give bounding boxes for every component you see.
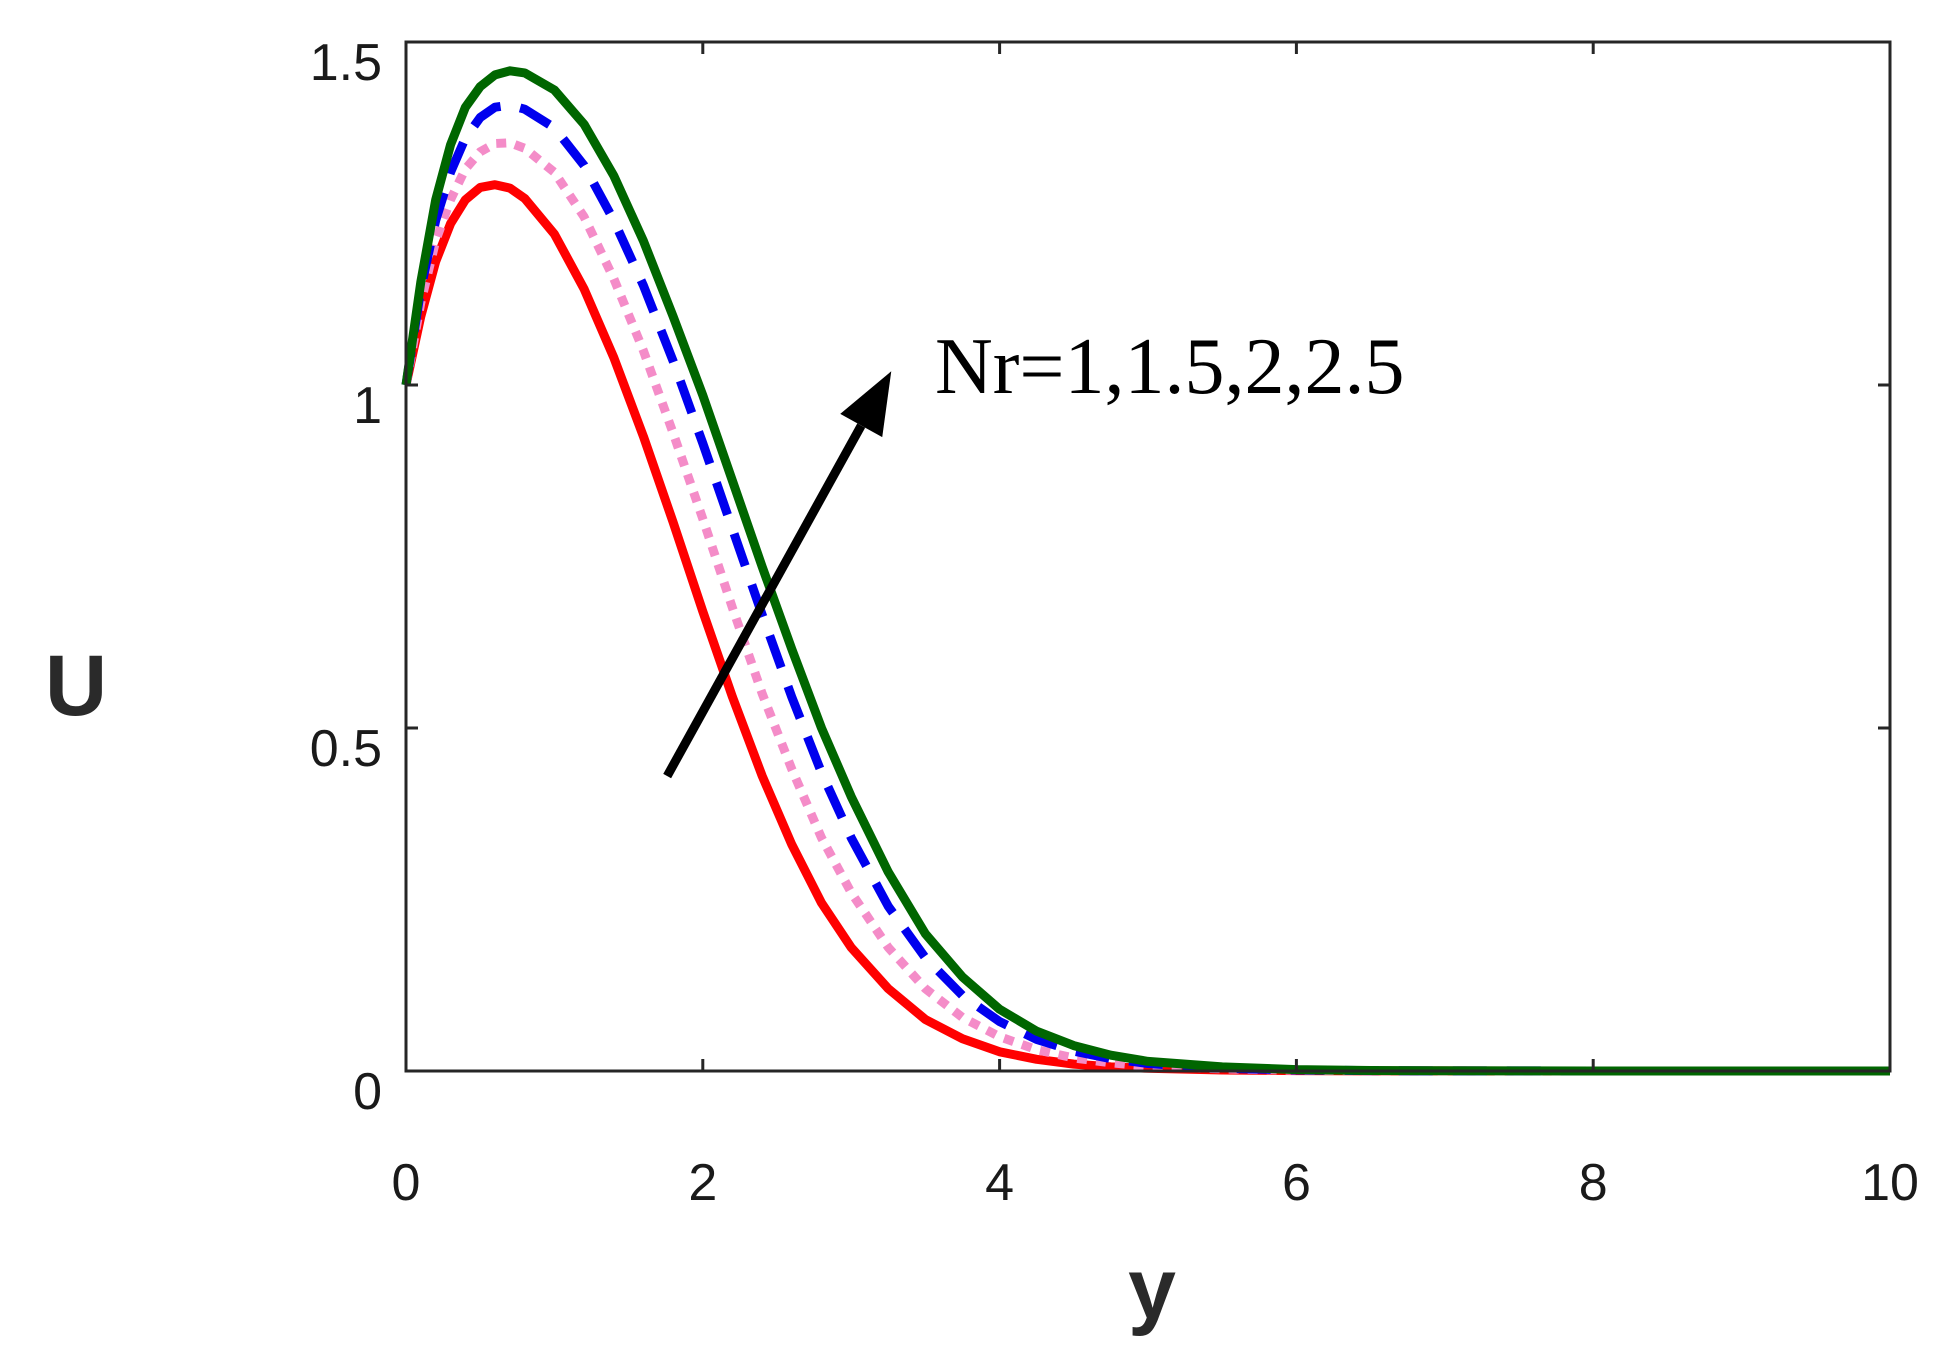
x-axis-label: y (1128, 1241, 1176, 1337)
series-line-2 (401, 138, 1890, 1076)
y-tick-label: 1.5 (310, 34, 382, 92)
y-tick-label: 0 (353, 1063, 382, 1121)
x-tick-label: 6 (1282, 1154, 1311, 1212)
y-tick-label: 1 (353, 377, 382, 435)
x-tick-label: 8 (1579, 1154, 1608, 1212)
tick-labels: 0 2 4 6 8 10 0 0.5 1 1.5 (310, 34, 1919, 1212)
y-axis-label: U (45, 638, 107, 734)
x-tick-label: 2 (688, 1154, 717, 1212)
ticks (404, 40, 1892, 1073)
y-tick-label: 0.5 (310, 720, 382, 778)
chart-annotation: Nr=1,1.5,2,2.5 (935, 323, 1405, 411)
annotation-arrow-head (840, 371, 892, 438)
arrow-layer (663, 371, 892, 779)
x-tick-label: 10 (1861, 1154, 1919, 1212)
annotation-arrow-shaft (663, 423, 866, 779)
plot-frame (404, 40, 1892, 1073)
x-tick-label: 4 (985, 1154, 1014, 1212)
x-tick-label: 0 (392, 1154, 421, 1212)
